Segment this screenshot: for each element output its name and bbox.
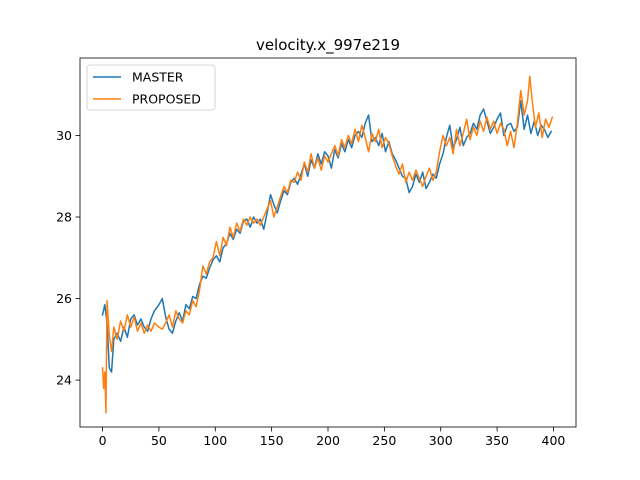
series-line-master	[101, 100, 553, 373]
x-tick-label: 250	[372, 433, 396, 448]
x-tick-label: 400	[542, 433, 566, 448]
x-tick-label: 350	[485, 433, 509, 448]
x-tick-label: 150	[260, 433, 284, 448]
x-tick-label: 200	[316, 433, 340, 448]
y-tick-label: 24	[56, 373, 72, 388]
x-tick-label: 100	[203, 433, 227, 448]
series-line-proposed	[101, 75, 554, 414]
x-tick-label: 50	[151, 433, 167, 448]
y-tick-label: 30	[56, 128, 72, 143]
legend-label-proposed: PROPOSED	[132, 92, 201, 107]
x-tick-label: 0	[99, 433, 107, 448]
x-tick-label: 300	[429, 433, 453, 448]
y-tick-label: 28	[56, 210, 72, 225]
legend-label-master: MASTER	[132, 70, 184, 85]
legend: MASTER PROPOSED	[86, 64, 216, 111]
y-tick-label: 26	[56, 291, 72, 306]
chart-title: velocity.x_997e219	[256, 36, 400, 55]
plot-area: 0 50 100 150 200 250 300 350 400 24 26 28 30 MASTER PR…	[56, 57, 577, 448]
